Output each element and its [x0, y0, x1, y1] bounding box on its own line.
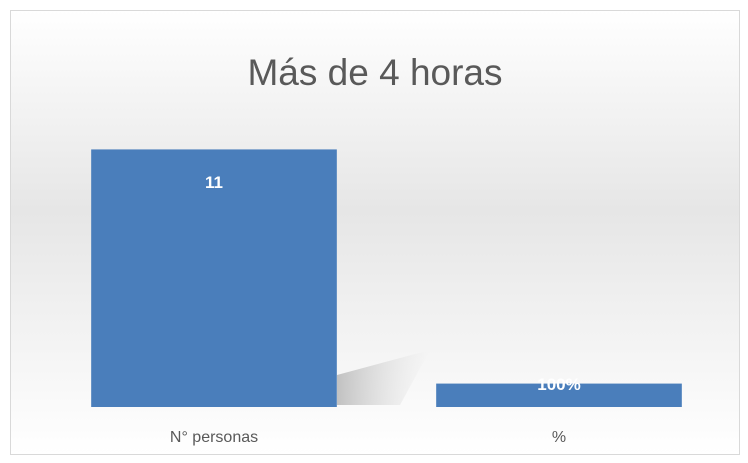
data-label: 11	[205, 173, 223, 192]
bar	[436, 383, 682, 407]
bar-shadow	[337, 350, 430, 405]
x-tick-label: N° personas	[170, 429, 258, 446]
chart-title: Más de 4 horas	[247, 52, 502, 93]
data-label: 100%	[537, 375, 580, 394]
bar	[91, 149, 337, 407]
x-tick-label: %	[552, 429, 566, 446]
